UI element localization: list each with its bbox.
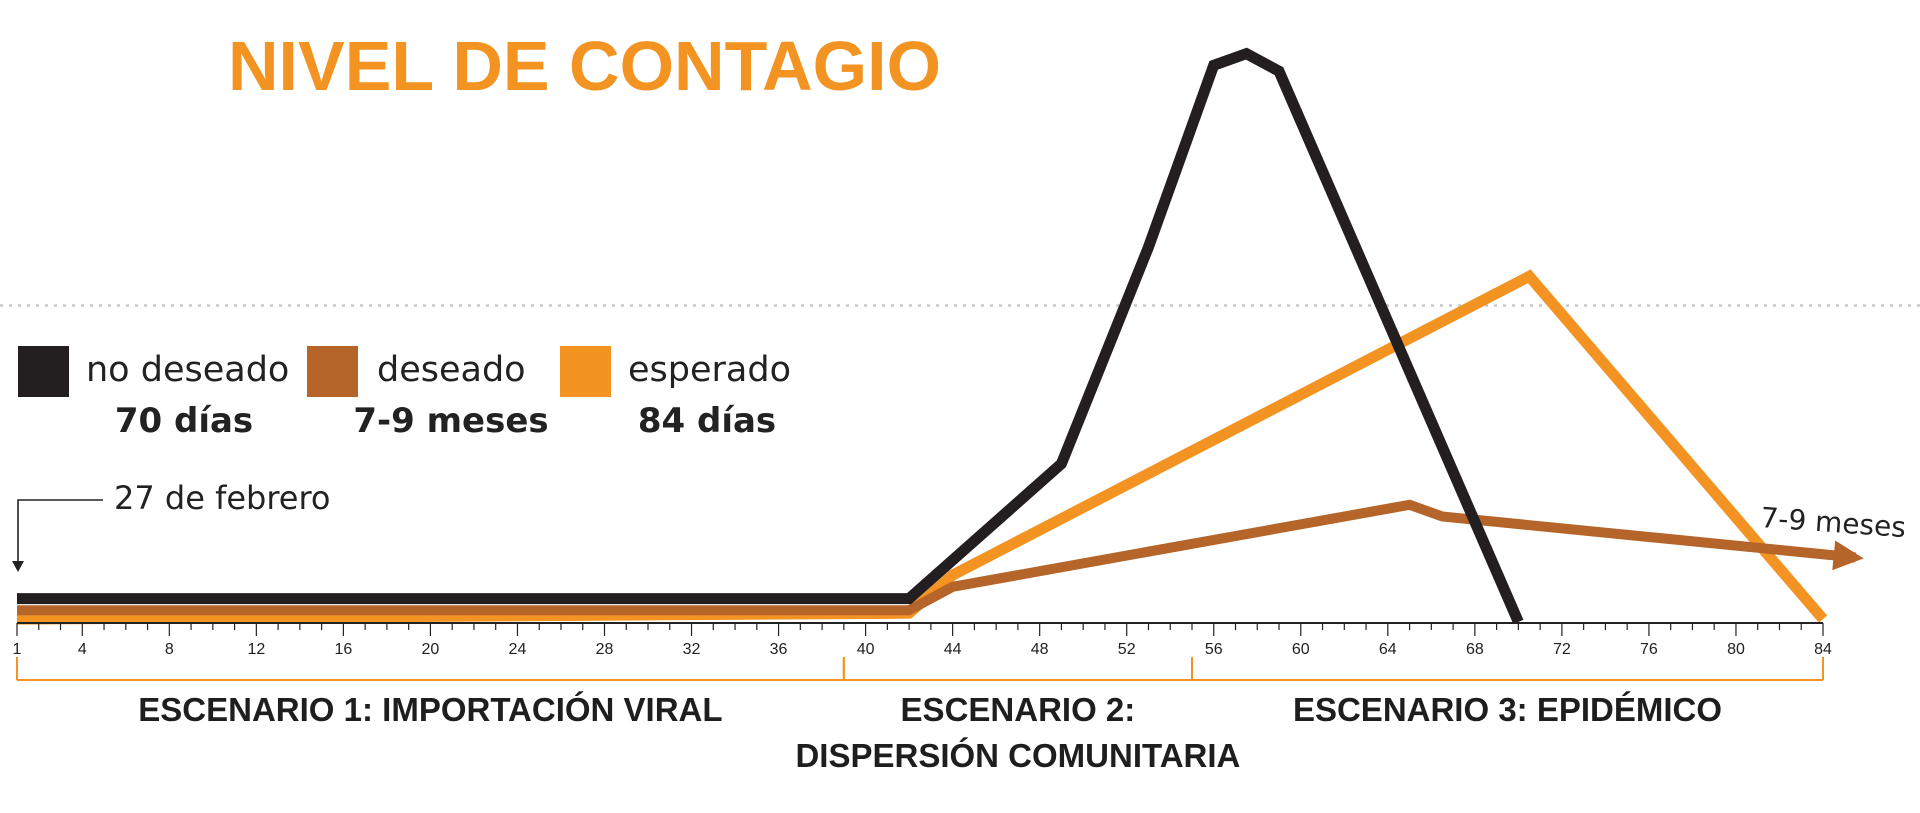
x-tick-label-64: 64	[1379, 641, 1397, 658]
x-tick-label-4: 4	[78, 641, 87, 658]
series-line-deseado	[17, 499, 1857, 616]
x-tick-label-40: 40	[857, 641, 875, 658]
legend-label-deseado: deseado	[377, 350, 526, 390]
x-tick-label-84: 84	[1814, 641, 1832, 658]
legend: no deseado 70 días deseado 7-9 meses esp…	[18, 346, 791, 441]
x-tick-label-72: 72	[1553, 641, 1571, 658]
series-line-esperado	[16, 269, 1828, 625]
series-arrowhead-deseado	[1832, 540, 1864, 571]
legend-item-esperado: esperado 84 días	[560, 346, 791, 441]
chart-title: NIVEL DE CONTAGIO	[228, 27, 941, 105]
x-tick-label-28: 28	[596, 641, 614, 658]
scenario-label-1-line-1: ESCENARIO 1: IMPORTACIÓN VIRAL	[138, 691, 722, 728]
start-annotation-connector	[17, 499, 103, 563]
scenario-label-2-line-1: ESCENARIO 2:	[901, 691, 1136, 728]
legend-swatch-esperado	[560, 346, 611, 397]
x-tick-label-68: 68	[1466, 641, 1484, 658]
series-line-no-deseado	[17, 47, 1524, 625]
x-tick-label-76: 76	[1640, 641, 1658, 658]
x-tick-label-32: 32	[683, 641, 701, 658]
x-tick-label-48: 48	[1031, 641, 1049, 658]
legend-sublabel-no-deseado: 70 días	[115, 401, 253, 441]
legend-sublabel-esperado: 84 días	[638, 401, 776, 441]
x-tick-label-24: 24	[509, 641, 527, 658]
scenario-label-2-line-2: DISPERSIÓN COMUNITARIA	[795, 737, 1240, 774]
scenario-label-3-line-1: ESCENARIO 3: EPIDÉMICO	[1293, 691, 1722, 728]
x-tick-label-12: 12	[247, 641, 265, 658]
legend-sublabel-deseado: 7-9 meses	[353, 401, 548, 441]
legend-item-no-deseado: no deseado 70 días	[18, 346, 289, 441]
legend-swatch-no-deseado	[18, 346, 69, 397]
x-tick-label-60: 60	[1292, 641, 1310, 658]
x-tick-label-16: 16	[334, 641, 352, 658]
x-tick-label-56: 56	[1205, 641, 1223, 658]
start-annotation-arrowhead	[12, 561, 24, 572]
legend-swatch-deseado	[307, 346, 358, 397]
legend-label-esperado: esperado	[628, 350, 791, 390]
x-tick-label-44: 44	[944, 641, 962, 658]
x-tick-label-80: 80	[1727, 641, 1745, 658]
series-layer	[16, 47, 1864, 625]
x-tick-label-52: 52	[1118, 641, 1136, 658]
start-annotation-label: 27 de febrero	[114, 479, 331, 517]
x-tick-label-8: 8	[165, 641, 174, 658]
end-annotation-label: 7-9 meses	[1760, 501, 1907, 544]
legend-label-no-deseado: no deseado	[86, 350, 289, 390]
legend-item-deseado: deseado 7-9 meses	[307, 346, 549, 441]
start-annotation: 27 de febrero	[12, 479, 331, 572]
x-tick-label-20: 20	[422, 641, 440, 658]
x-tick-label-1: 1	[13, 641, 22, 658]
x-tick-label-36: 36	[770, 641, 788, 658]
scenario-layer: ESCENARIO 1: IMPORTACIÓN VIRAL ESCENARIO …	[16, 657, 1824, 774]
x-axis: 1 4 8 12 16 20 24 28 32 36 40 44 48 52 56 60 64 68 72 76 80 8…	[13, 622, 1832, 658]
